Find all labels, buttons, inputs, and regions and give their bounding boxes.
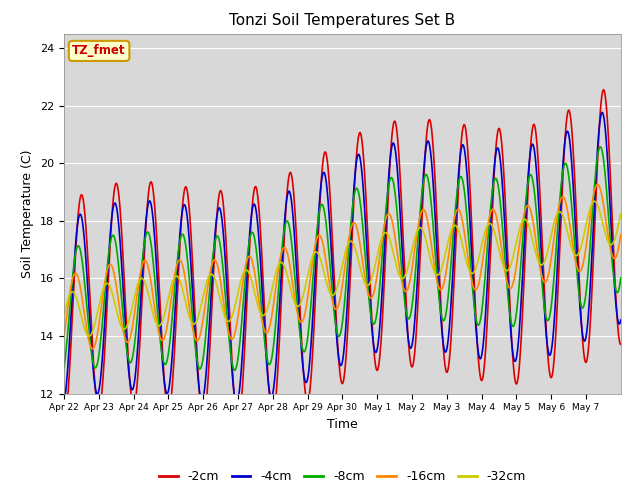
-32cm [376,241,384,247]
-8cm [609,271,617,276]
-8cm [510,322,518,328]
-2cm [60,420,68,426]
-16cm [376,252,384,257]
-32cm [510,249,518,255]
Line: -4cm: -4cm [64,112,621,403]
-4cm [116,232,124,238]
-4cm [60,400,68,406]
-4cm [541,321,549,326]
-32cm [591,198,598,204]
-8cm [231,367,239,373]
-16cm [89,346,97,352]
-4cm [598,109,606,115]
Line: -8cm: -8cm [64,147,621,370]
-32cm [542,255,550,261]
-2cm [234,420,242,426]
-16cm [116,308,124,313]
-32cm [116,320,124,326]
-32cm [60,312,68,318]
-8cm [60,365,68,371]
-2cm [376,351,384,357]
-2cm [116,200,124,206]
Y-axis label: Soil Temperature (C): Soil Temperature (C) [22,149,35,278]
Line: -32cm: -32cm [64,201,621,336]
-8cm [617,275,625,281]
Line: -16cm: -16cm [64,184,621,349]
-16cm [60,333,68,338]
-2cm [236,413,244,419]
-32cm [617,211,625,217]
-32cm [236,281,244,287]
-8cm [376,280,384,286]
-2cm [542,316,550,322]
-8cm [116,273,124,279]
-2cm [600,87,607,93]
Text: TZ_fmet: TZ_fmet [72,44,126,58]
-8cm [596,144,604,150]
-2cm [609,241,617,247]
-8cm [236,338,244,344]
Title: Tonzi Soil Temperatures Set B: Tonzi Soil Temperatures Set B [229,13,456,28]
X-axis label: Time: Time [327,418,358,431]
-16cm [542,279,550,285]
-16cm [609,255,617,261]
-4cm [617,317,625,323]
-32cm [609,240,617,246]
-2cm [617,342,625,348]
-2cm [510,371,518,377]
-16cm [594,181,602,187]
-16cm [617,231,625,237]
-16cm [510,276,518,282]
-4cm [236,384,244,390]
-32cm [85,333,93,339]
Legend: -2cm, -4cm, -8cm, -16cm, -32cm: -2cm, -4cm, -8cm, -16cm, -32cm [154,465,531,480]
-4cm [376,324,383,330]
-8cm [542,312,550,318]
-4cm [510,357,518,362]
-4cm [609,259,617,265]
Line: -2cm: -2cm [64,90,621,423]
-16cm [236,300,244,305]
